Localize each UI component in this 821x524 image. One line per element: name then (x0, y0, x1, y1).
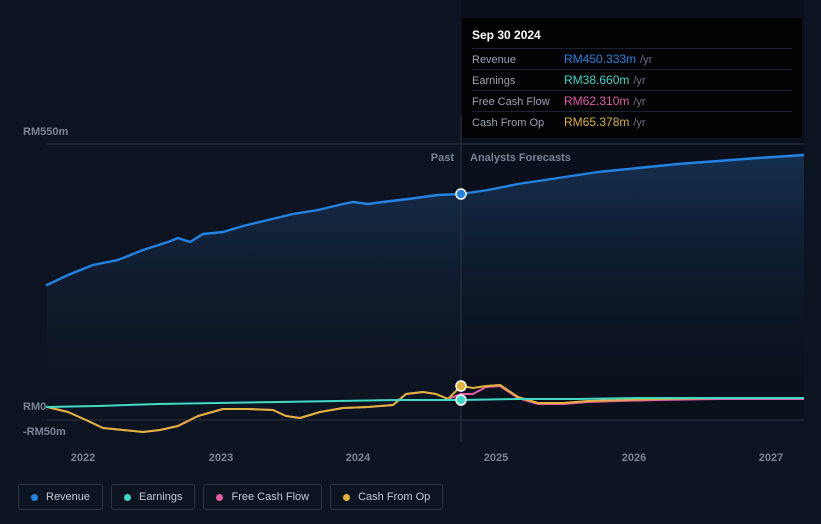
tooltip-date: Sep 30 2024 (472, 24, 792, 48)
tooltip-row-label: Cash From Op (472, 117, 564, 129)
tooltip-row-label: Earnings (472, 75, 564, 87)
legend-dot (31, 494, 38, 501)
legend-label: Earnings (139, 491, 182, 503)
x-tick-label: 2024 (346, 452, 371, 464)
tooltip-row: Cash From OpRM65.378m/yr (472, 111, 792, 132)
tooltip-row-unit: /yr (633, 117, 645, 129)
legend-label: Cash From Op (358, 491, 430, 503)
tooltip-row-label: Free Cash Flow (472, 96, 564, 108)
chart-legend: Revenue Earnings Free Cash Flow Cash From O… (18, 484, 443, 510)
y-tick-label: RM0 (23, 401, 46, 413)
tooltip-row-unit: /yr (633, 96, 645, 108)
legend-dot (343, 494, 350, 501)
tooltip-row-value: RM62.310m (564, 94, 629, 108)
tooltip-row: EarningsRM38.660m/yr (472, 69, 792, 90)
legend-item-fcf[interactable]: Free Cash Flow (203, 484, 322, 510)
past-label: Past (431, 152, 454, 164)
y-tick-label: -RM50m (23, 426, 66, 438)
legend-dot (124, 494, 131, 501)
tooltip-row-unit: /yr (633, 75, 645, 87)
x-tick-label: 2025 (484, 452, 508, 464)
x-tick-label: 2023 (209, 452, 233, 464)
tooltip-row-value: RM38.660m (564, 73, 629, 87)
chart-tooltip: Sep 30 2024 RevenueRM450.333m/yrEarnings… (462, 18, 802, 138)
legend-item-revenue[interactable]: Revenue (18, 484, 103, 510)
tooltip-row-label: Revenue (472, 54, 564, 66)
legend-item-earnings[interactable]: Earnings (111, 484, 195, 510)
legend-dot (216, 494, 223, 501)
tooltip-row-unit: /yr (640, 54, 652, 66)
x-tick-label: 2026 (622, 452, 646, 464)
x-tick-label: 2027 (759, 452, 783, 464)
tooltip-row-value: RM450.333m (564, 52, 636, 66)
legend-label: Free Cash Flow (231, 491, 309, 503)
tooltip-row-value: RM65.378m (564, 115, 629, 129)
y-tick-label: RM550m (23, 126, 68, 138)
tooltip-row: RevenueRM450.333m/yr (472, 48, 792, 69)
forecast-label: Analysts Forecasts (470, 152, 571, 164)
legend-item-cash_op[interactable]: Cash From Op (330, 484, 443, 510)
x-tick-label: 2022 (71, 452, 95, 464)
legend-label: Revenue (46, 491, 90, 503)
tooltip-row: Free Cash FlowRM62.310m/yr (472, 90, 792, 111)
